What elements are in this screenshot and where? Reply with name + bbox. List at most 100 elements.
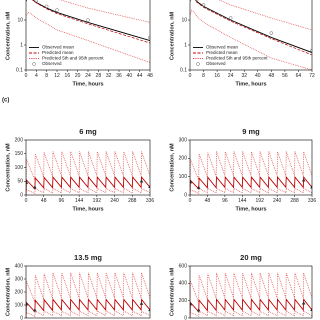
plot-area (190, 151, 312, 195)
x-tick-label: 0 (25, 198, 28, 204)
series-line (190, 272, 312, 318)
observed-point (196, 308, 201, 312)
panel: 6 mg Concentration, nM Time, hours 0 50 100 15… (5, 127, 154, 212)
series-line (26, 12, 150, 63)
legend-label: Predicted 5th and 95th percent (206, 56, 268, 61)
y-axis-label: Concentration, nM (169, 143, 175, 192)
series-line (218, 0, 312, 31)
legend-symbol (32, 62, 36, 66)
legend-label: Observed mean (42, 45, 75, 50)
y-tick-label: 100 (15, 302, 24, 308)
x-tick-label: 44 (137, 73, 143, 79)
observed-point (190, 180, 193, 184)
x-tick-label: 8 (202, 73, 205, 79)
observed-point (195, 0, 199, 2)
series-line (59, 0, 150, 23)
series-line (26, 272, 150, 318)
observed-point (148, 307, 150, 312)
series-line (26, 0, 150, 44)
x-tick-label: 36 (116, 73, 122, 79)
panel: 13.5 mg Concentration, nM 0 100 200 300 400 (5, 253, 151, 320)
x-tick-label: 192 (93, 198, 102, 204)
y-tick-label: 200 (179, 156, 188, 162)
legend-label: Predicted mean (206, 50, 238, 55)
observed-point (310, 185, 312, 189)
observed-point (26, 180, 29, 184)
observed-point (26, 302, 29, 306)
x-tick-label: 336 (308, 198, 317, 204)
series-line (190, 187, 312, 195)
legend-label: Observed mean (206, 45, 239, 50)
x-tick-label: 0 (189, 73, 192, 79)
series-line (26, 298, 150, 318)
y-tick-label: 0 (20, 315, 23, 320)
y-tick-label: 0 (184, 315, 187, 320)
x-tick-label: 48 (147, 73, 153, 79)
x-axis-label: Time, hours (235, 81, 266, 87)
legend-label: Observed (206, 61, 226, 66)
series-line (26, 310, 150, 318)
y-tick-label: 600 (179, 263, 188, 269)
x-tick-label: 40 (127, 73, 133, 79)
x-tick-label: 288 (128, 198, 137, 204)
x-tick-label: 28 (96, 73, 102, 79)
series-line (190, 298, 312, 318)
observed-point (139, 301, 144, 305)
plot-area (190, 0, 312, 70)
panel: 20 mg Concentration, nM 0 200 400 600 (169, 253, 313, 320)
series-line (190, 151, 312, 195)
y-tick-label: 10 (17, 17, 23, 23)
series-line (190, 175, 312, 195)
series-line (26, 0, 150, 42)
series-line (26, 187, 150, 195)
x-tick-label: 56 (282, 73, 288, 79)
series-line (26, 175, 150, 195)
y-axis-label: Concentration, nM (169, 267, 175, 316)
series-line (190, 0, 312, 56)
series-line (190, 310, 312, 318)
x-tick-label: 72 (309, 73, 315, 79)
x-tick-label: 48 (41, 198, 47, 204)
x-tick-label: 12 (54, 73, 60, 79)
y-tick-label: 100 (179, 174, 188, 180)
plot-area (190, 272, 312, 318)
plot-area (26, 272, 150, 318)
y-tick-label: 0.1 (16, 67, 23, 73)
observed-point (33, 185, 37, 189)
y-tick-label: 150 (15, 151, 24, 157)
panel-title: 6 mg (79, 127, 97, 136)
section-label: (c) (2, 98, 9, 104)
x-tick-label: 20 (75, 73, 81, 79)
y-axis-label: Concentration, nM (5, 143, 11, 192)
y-tick-label: 50 (17, 179, 23, 185)
x-tick-label: 32 (106, 73, 112, 79)
series-line (190, 9, 312, 70)
x-axis-label: Time, hours (235, 206, 266, 212)
x-tick-label: 240 (110, 198, 119, 204)
x-tick-label: 24 (85, 73, 91, 79)
axes-frame (189, 0, 313, 71)
y-tick-label: 1 (184, 42, 187, 48)
series-line (190, 0, 312, 53)
observed-point (34, 0, 39, 3)
x-tick-label: 288 (290, 198, 299, 204)
x-tick-label: 32 (241, 73, 247, 79)
axes-frame (25, 265, 151, 319)
x-tick-label: 8 (45, 73, 48, 79)
x-tick-label: 144 (238, 198, 247, 204)
y-tick-label: 300 (179, 137, 188, 143)
plot-area (26, 0, 150, 63)
x-tick-label: 64 (296, 73, 302, 79)
plot-area (26, 151, 150, 195)
observed-point (148, 35, 150, 40)
axes-frame (25, 139, 151, 196)
panel-title: 9 mg (242, 127, 260, 136)
y-tick-label: 0 (184, 192, 187, 198)
y-tick-label: 400 (179, 281, 188, 287)
observed-point (44, 4, 49, 9)
y-axis-label: Concentration, nM (5, 11, 11, 60)
y-axis-label: Concentration, nM (5, 267, 11, 316)
axes-frame (25, 0, 151, 71)
y-axis-label: Concentration, nM (169, 11, 175, 60)
